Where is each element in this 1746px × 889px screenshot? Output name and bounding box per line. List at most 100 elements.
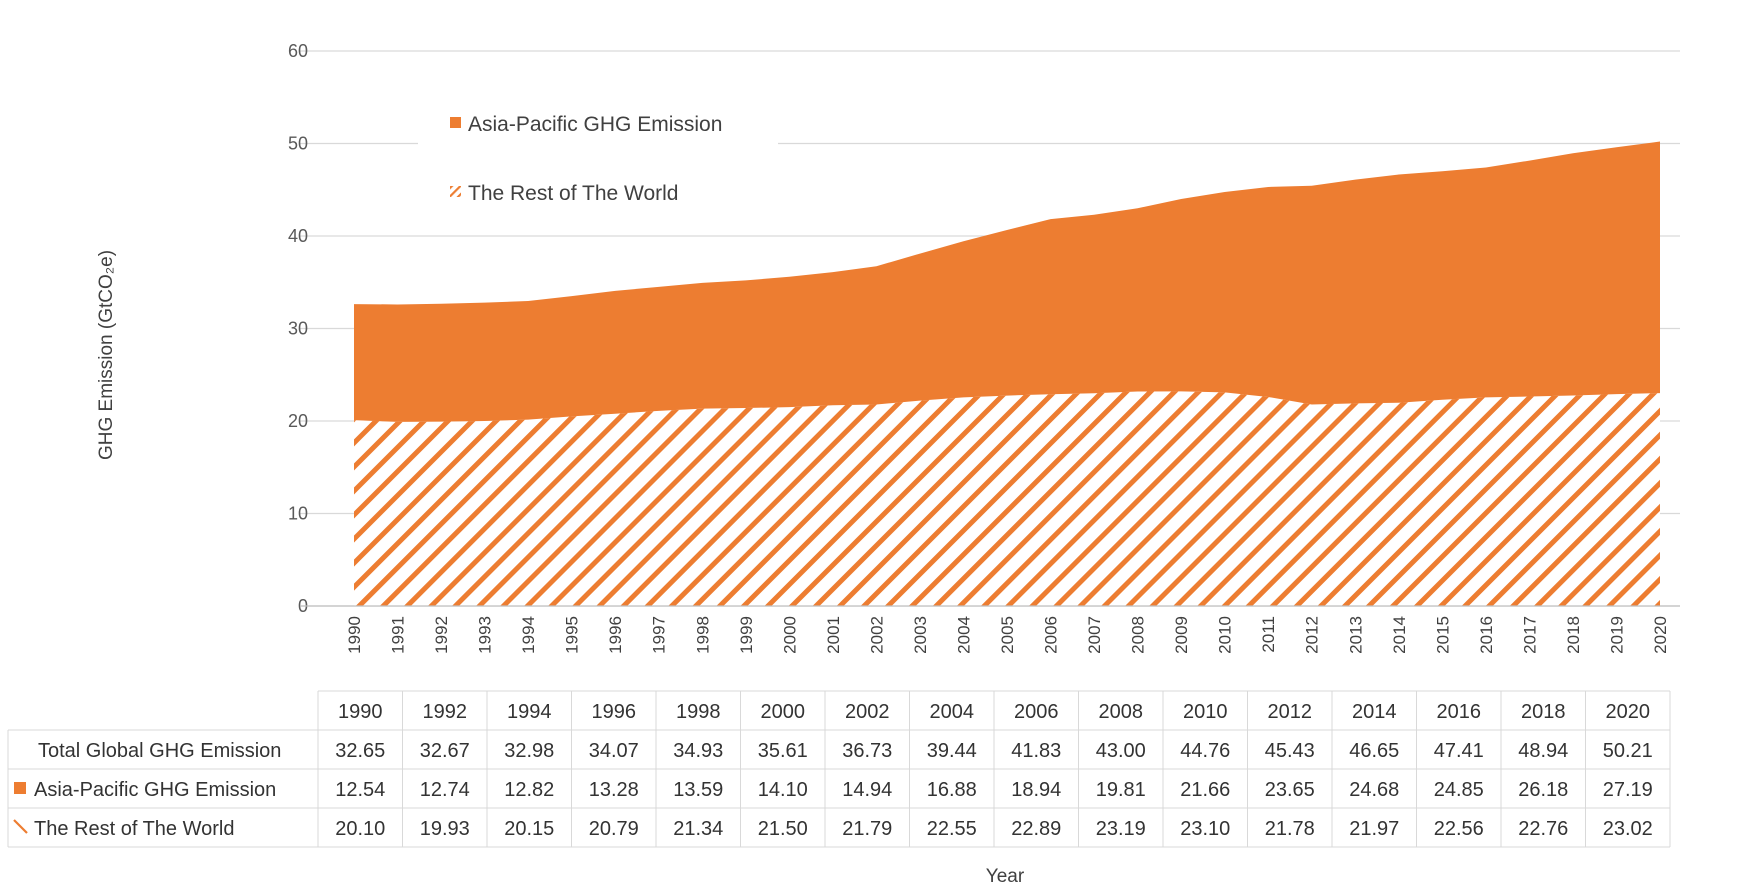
x-tick-label: 2012 [1303, 616, 1322, 654]
x-tick-label: 1991 [389, 616, 408, 654]
table-cell: 46.65 [1349, 740, 1399, 762]
x-tick-label: 1999 [737, 616, 756, 654]
table-header-year: 1998 [676, 701, 721, 723]
x-tick-label: 2009 [1172, 616, 1191, 654]
table-cell: 22.89 [1011, 818, 1061, 840]
x-tick-label: 2020 [1651, 616, 1670, 654]
area-series [354, 141, 1660, 606]
table-cell: 16.88 [927, 779, 977, 801]
table-cell: 23.02 [1603, 818, 1653, 840]
x-tick-label: 2002 [867, 616, 886, 654]
table-header-year: 1996 [592, 701, 637, 723]
legend-swatch-rest-of-world [450, 186, 461, 197]
x-tick-label: 1992 [432, 616, 451, 654]
legend-box [418, 98, 778, 218]
table-cell: 24.68 [1349, 779, 1399, 801]
table-cell: 21.78 [1265, 818, 1315, 840]
table-cell: 32.65 [335, 740, 385, 762]
y-tick-label: 50 [288, 134, 308, 154]
x-tick-label: 2015 [1433, 616, 1452, 654]
table-cell: 39.44 [927, 740, 977, 762]
table-cell: 34.07 [589, 740, 639, 762]
x-tick-label: 2007 [1085, 616, 1104, 654]
area-rest-of-world [354, 391, 1660, 606]
y-tick-label: 20 [288, 411, 308, 431]
table-row-label: The Rest of The World [34, 818, 234, 840]
table-cell: 23.19 [1096, 818, 1146, 840]
x-tick-label: 2013 [1346, 616, 1365, 654]
table-header-year: 2006 [1014, 701, 1059, 723]
y-tick-label: 60 [288, 41, 308, 61]
x-tick-label: 2017 [1520, 616, 1539, 654]
x-tick-label: 2010 [1216, 616, 1235, 654]
x-tick-label: 2004 [954, 616, 973, 654]
table-cell: 24.85 [1434, 779, 1484, 801]
x-tick-label: 2003 [911, 616, 930, 654]
table-cell: 20.79 [589, 818, 639, 840]
x-tick-label: 2005 [998, 616, 1017, 654]
x-tick-label: 1995 [563, 616, 582, 654]
table-cell: 12.82 [504, 779, 554, 801]
x-tick-label: 1994 [519, 616, 538, 654]
table-marker-hatched [13, 819, 28, 834]
table-header-year: 1994 [507, 701, 552, 723]
y-tick-label: 30 [288, 319, 308, 339]
data-table: 1990 1992 1994 1996 1998 2000 2002 2004 2006 2008… [7, 690, 1671, 848]
legend-label-rest-of-world: The Rest of The World [468, 182, 678, 205]
table-header-year: 2000 [761, 701, 806, 723]
x-tick-label: 2000 [780, 616, 799, 654]
x-tick-label: 2018 [1564, 616, 1583, 654]
table-header-year: 2004 [930, 701, 975, 723]
table-row-label: Total Global GHG Emission [38, 740, 281, 762]
y-tick-label: 10 [288, 504, 308, 524]
table-cell: 19.81 [1096, 779, 1146, 801]
x-axis-label: Year [986, 866, 1025, 887]
table-cell: 12.74 [420, 779, 470, 801]
table-cell: 23.65 [1265, 779, 1315, 801]
table-header-year: 2016 [1437, 701, 1482, 723]
table-cell: 41.83 [1011, 740, 1061, 762]
table-cell: 22.55 [927, 818, 977, 840]
x-tick-label: 2006 [1042, 616, 1061, 654]
x-tick-label: 2008 [1129, 616, 1148, 654]
table-cell: 21.50 [758, 818, 808, 840]
table-cell: 22.56 [1434, 818, 1484, 840]
legend: Asia-Pacific GHG Emission The Rest of The… [418, 98, 778, 218]
table-row-label: Asia-Pacific GHG Emission [34, 779, 276, 801]
x-tick-label: 1996 [606, 616, 625, 654]
table-cell: 21.66 [1180, 779, 1230, 801]
x-tick-label: 2016 [1477, 616, 1496, 654]
table-cell: 21.34 [673, 818, 723, 840]
table-header-year: 2014 [1352, 701, 1397, 723]
table-header-year: 2002 [845, 701, 890, 723]
table-cell: 26.18 [1518, 779, 1568, 801]
table-header-year: 2020 [1606, 701, 1651, 723]
table-cell: 36.73 [842, 740, 892, 762]
table-cell: 45.43 [1265, 740, 1315, 762]
table-cell: 47.41 [1434, 740, 1484, 762]
table-cell: 12.54 [335, 779, 385, 801]
table-cell: 18.94 [1011, 779, 1061, 801]
table-cell: 34.93 [673, 740, 723, 762]
x-tick-label: 1997 [650, 616, 669, 654]
table-cell: 32.67 [420, 740, 470, 762]
y-axis-label: GHG Emission (GtCO₂e) [96, 250, 117, 460]
x-tick-label: 2001 [824, 616, 843, 654]
table-cell: 14.10 [758, 779, 808, 801]
x-tick-label: 2011 [1259, 616, 1278, 653]
x-tick-label: 1993 [476, 616, 495, 654]
table-header-year: 2010 [1183, 701, 1228, 723]
table-cell: 27.19 [1603, 779, 1653, 801]
x-axis: 1990 1991 1992 1993 1994 1995 1996 1997 1998 1999… [300, 605, 1680, 654]
table-cell: 22.76 [1518, 818, 1568, 840]
table-cell: 48.94 [1518, 740, 1568, 762]
table-cell: 23.10 [1180, 818, 1230, 840]
table-cell: 19.93 [420, 818, 470, 840]
table-cell: 35.61 [758, 740, 808, 762]
table-cell: 20.15 [504, 818, 554, 840]
table-header-year: 2008 [1099, 701, 1144, 723]
area-asia-pacific [354, 141, 1660, 422]
table-cell: 21.97 [1349, 818, 1399, 840]
